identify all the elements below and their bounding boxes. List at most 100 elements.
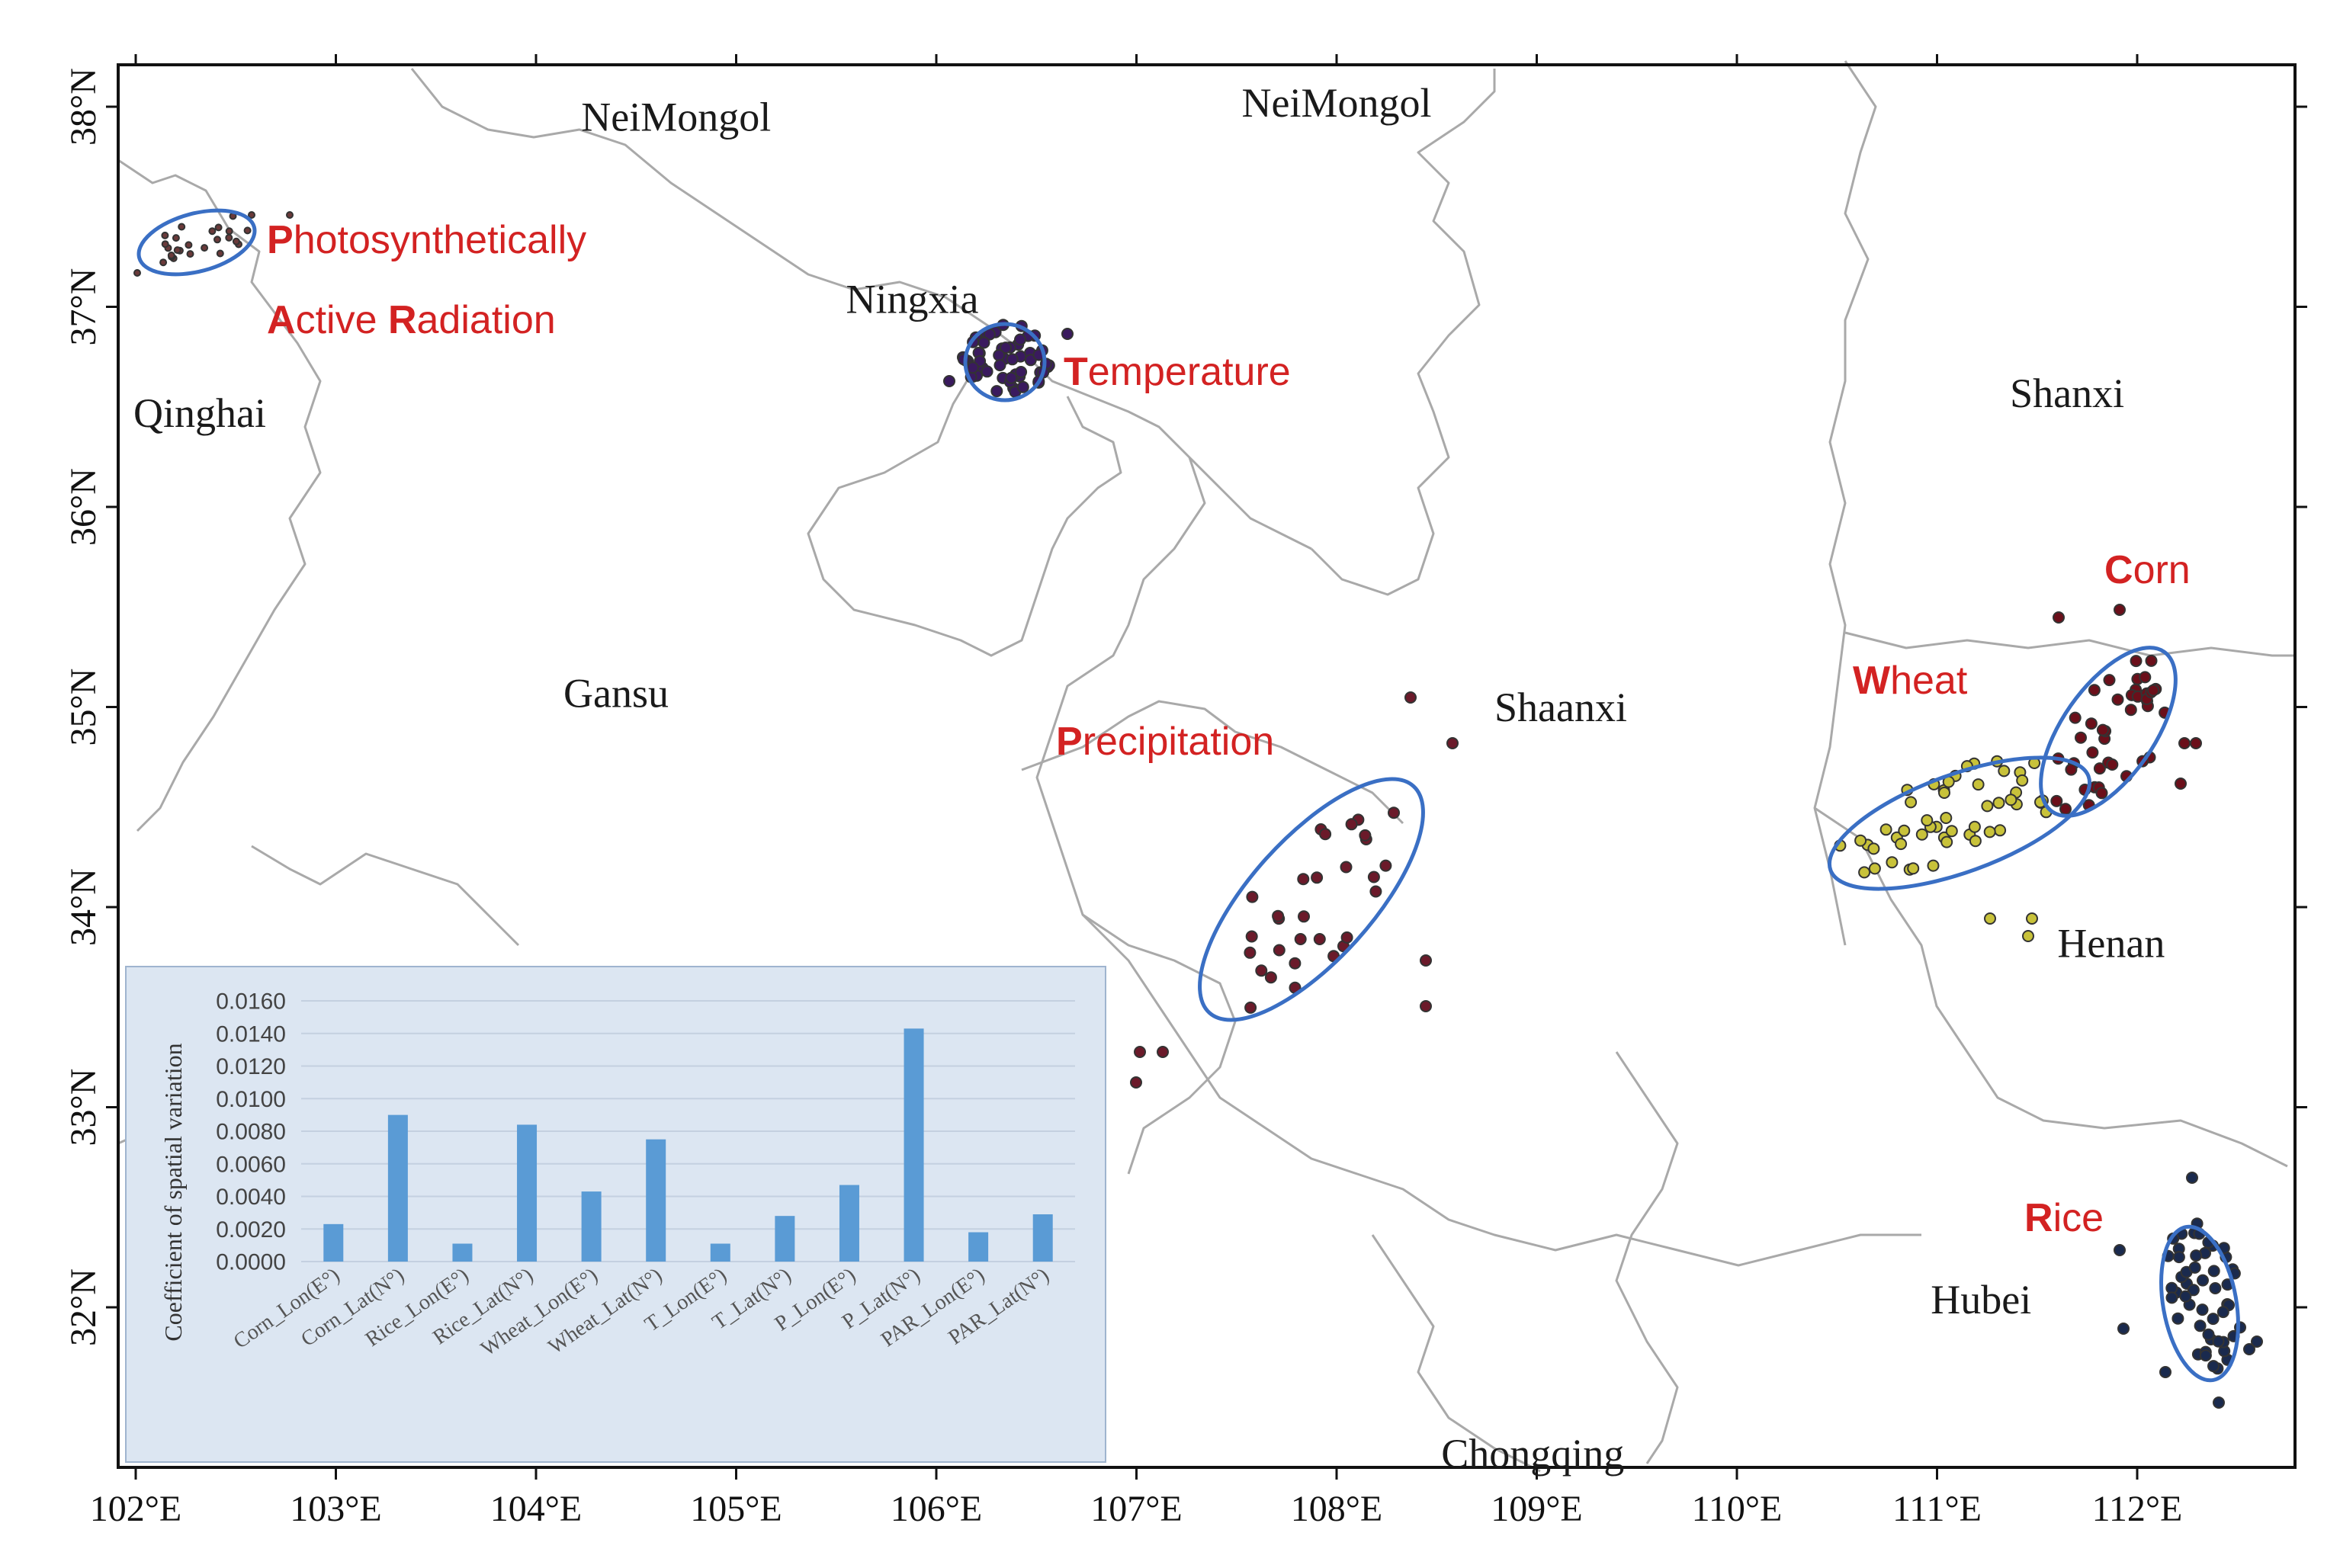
factor-rest: ctive [296, 298, 388, 342]
temperature-point [977, 336, 990, 349]
factor-label-par-line2: Active Radiation [267, 298, 556, 342]
province-boundary-1 [117, 159, 322, 832]
precipitation-point [1388, 806, 1400, 819]
province-boundary-12 [1371, 1234, 1541, 1473]
region-label-ningxia: Ningxia [846, 276, 979, 322]
temperature-point [1000, 341, 1012, 354]
corn-point [2147, 684, 2160, 697]
corn-point [2178, 737, 2191, 749]
inset-bar-9 [839, 1185, 859, 1262]
factor-initial: P [1056, 720, 1083, 764]
inset-bar-1 [323, 1223, 344, 1262]
wheat-point [1992, 797, 2005, 810]
temperature-point [1005, 371, 1018, 384]
inset-bar-7 [710, 1243, 730, 1262]
corn-ellipse [2039, 646, 2178, 818]
inset-bar-chart: 0.0160 0.0140 0.0120 0.0100 0.0080 0.0060 0.00… [125, 966, 1106, 1463]
inset-y-tick-label: 0.0020 [216, 1217, 286, 1243]
par-point [133, 269, 141, 277]
inset-y-tick-label: 0.0100 [216, 1087, 286, 1112]
corn-point [2093, 762, 2106, 775]
province-boundary-4 [1310, 69, 1496, 596]
par-point [161, 240, 169, 249]
corn-point [2111, 693, 2124, 706]
x-tick-label: 105°E [690, 1489, 782, 1529]
precipitation-point [1297, 873, 1310, 886]
precipitation-point [1298, 910, 1310, 923]
temperature-ellipse [963, 322, 1047, 402]
rice-point [2213, 1396, 2225, 1409]
region-label-henan: Henan [2057, 921, 2165, 967]
temperature-point [1015, 366, 1028, 378]
wheat-point [1921, 814, 1934, 827]
par-point [186, 250, 194, 258]
rice-point [2187, 1284, 2200, 1297]
corn-point [2139, 671, 2152, 684]
rice-point [2186, 1172, 2198, 1184]
par-point [173, 246, 181, 255]
y-tick-label: 32°N [63, 1268, 104, 1346]
x-tick-label: 110°E [1692, 1489, 1783, 1529]
precipitation-point [1311, 871, 1324, 884]
factor-rest: ice [2053, 1196, 2104, 1240]
rice-point [2197, 1274, 2209, 1287]
factor-initial: C [2104, 548, 2133, 592]
region-label-neimongol-1: NeiMongol [581, 95, 771, 140]
precipitation-point [1367, 871, 1380, 883]
precipitation-point [1289, 957, 1302, 970]
wheat-point [2016, 774, 2029, 787]
rice-point [2179, 1290, 2192, 1303]
par-point [225, 227, 233, 236]
province-boundary-6 [1813, 60, 1877, 946]
wheat-point [1898, 824, 1911, 837]
wheat-point [1867, 842, 1880, 855]
inset-y-tick-label: 0.0120 [216, 1054, 286, 1079]
map-frame: 102°E 103°E 104°E 105°E 106°E 107°E 108°E 109°E… [63, 54, 2307, 1529]
wheat-point [1886, 856, 1899, 869]
temperature-point [981, 365, 993, 378]
rice-point [2212, 1335, 2225, 1348]
x-tick-label: 112°E [2092, 1489, 2183, 1529]
inset-y-tick-label: 0.0160 [216, 989, 286, 1015]
x-tick-label: 106°E [891, 1489, 983, 1529]
precipitation-point [1420, 1000, 1432, 1012]
precipitation-point [1340, 931, 1353, 944]
par-point [185, 241, 193, 249]
province-boundary-7 [1844, 631, 2295, 657]
factor-initial: T [1064, 350, 1088, 394]
rice-point [2117, 1323, 2130, 1335]
corn-point [2050, 794, 2063, 807]
par-point [216, 249, 224, 258]
wheat-ellipse [1827, 755, 2092, 891]
wheat-point [1938, 787, 1950, 799]
rice-point [2194, 1319, 2207, 1332]
inset-bar-4 [517, 1124, 538, 1262]
rice-point [2216, 1306, 2229, 1319]
precipitation-point [1340, 861, 1353, 874]
inset-y-tick-label: 0.0080 [216, 1120, 286, 1145]
precipitation-point [1294, 933, 1307, 945]
rice-point [2207, 1265, 2220, 1278]
corn-point [2095, 787, 2108, 800]
par-point [161, 231, 169, 239]
rice-point [2159, 1366, 2171, 1378]
rice-point [2243, 1343, 2255, 1355]
region-label-chongqing: Chongqing [1441, 1431, 1624, 1477]
province-boundary-14 [251, 845, 520, 947]
corn-point [2053, 611, 2065, 624]
inset-bar-2 [387, 1114, 408, 1262]
factor-initial: P [267, 218, 294, 262]
province-boundary-2 [410, 68, 1312, 550]
par-point [178, 223, 186, 231]
corn-point [2145, 654, 2158, 667]
precipitation-point [1313, 933, 1326, 945]
precipitation-point [1246, 890, 1259, 903]
y-tick-label: 36°N [63, 468, 104, 546]
wheat-point [2022, 930, 2034, 942]
precipitation-point [1244, 946, 1257, 959]
corn-point [2124, 704, 2137, 717]
scatter-points [133, 211, 2263, 1409]
factor-rest: emperature [1088, 350, 1291, 394]
precipitation-point [1420, 954, 1432, 967]
